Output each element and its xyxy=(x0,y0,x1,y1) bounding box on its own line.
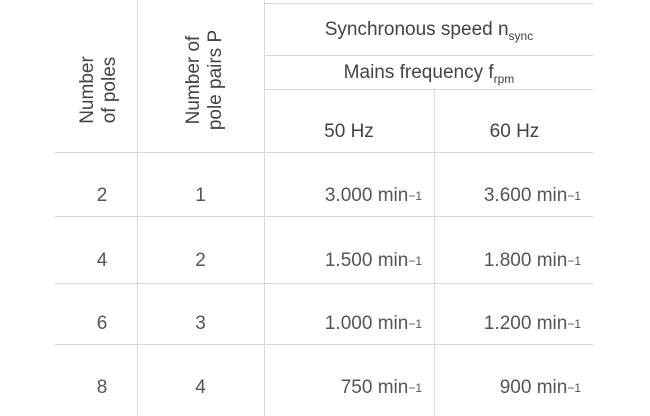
pole-pairs-cell: 2 xyxy=(137,241,264,281)
pole-pairs-value: 3 xyxy=(195,313,206,334)
top-border xyxy=(264,3,593,4)
speed-50hz-cell-value: 3.000 xyxy=(324,185,373,206)
header-pole-pairs-line1: Number of xyxy=(183,35,204,125)
col-divider-2 xyxy=(264,0,265,416)
unit-label: min xyxy=(377,377,409,398)
mains-freq-label: Mains frequency f xyxy=(343,61,494,83)
speed-60hz-cell: 900 min −1 xyxy=(499,377,581,398)
speed-50hz-cell: 1.000 min −1 xyxy=(324,313,422,334)
unit-label: min xyxy=(536,313,568,334)
pole-pairs-value: 2 xyxy=(195,250,206,271)
header-synchronous-speed: Synchronous speed nsync xyxy=(264,4,594,55)
speed-60hz-cell: 1.200 min −1 xyxy=(483,313,581,334)
header-60hz: 60 Hz xyxy=(489,121,540,142)
poles-cell: 8 xyxy=(55,368,149,408)
unit-label: min xyxy=(536,250,568,271)
pole-pairs-value: 4 xyxy=(195,377,206,398)
header-50hz: 50 Hz xyxy=(324,121,374,142)
pole-pairs-cell: 1 xyxy=(137,176,264,216)
speed-60hz-cell-value: 1.200 xyxy=(483,313,532,334)
col-divider-1 xyxy=(137,0,138,416)
unit-label: min xyxy=(377,250,409,271)
speed-50hz-cell-value: 1.000 xyxy=(324,313,373,334)
poles-value: 2 xyxy=(96,185,108,206)
poles-cell: 4 xyxy=(55,241,149,281)
unit-label: min xyxy=(377,313,409,334)
unit-label: min xyxy=(536,185,568,206)
mains-freq-subscript: rpm xyxy=(493,71,515,86)
pole-pairs-cell: 3 xyxy=(137,304,264,344)
speed-50hz-cell: 3.000 min −1 xyxy=(324,185,422,206)
header-pole-pairs-line2: pole pairs P xyxy=(205,29,226,131)
col-divider-3 xyxy=(434,90,435,416)
poles-value: 8 xyxy=(96,377,108,398)
speed-60hz-cell-value: 3.600 xyxy=(483,185,532,206)
speed-60hz-cell-value: 1.800 xyxy=(483,250,532,271)
speed-60hz-cell: 3.600 min −1 xyxy=(483,185,581,206)
speed-50hz-cell: 1.500 min −1 xyxy=(324,250,422,271)
pole-pairs-value: 1 xyxy=(195,185,206,206)
sync-speed-subscript: sync xyxy=(508,28,534,43)
mains-freq-divider xyxy=(264,89,593,90)
speed-50hz-cell: 750 min −1 xyxy=(340,377,422,398)
speed-50hz-cell-value: 750 xyxy=(340,377,373,398)
header-number-of-poles-line1: Number xyxy=(77,56,98,124)
header-number-of-poles-line2: of poles xyxy=(99,56,120,124)
header-pole-pairs: Number of pole pairs P xyxy=(183,0,231,165)
poles-cell: 2 xyxy=(55,176,149,216)
speed-60hz-cell-value: 900 xyxy=(499,377,532,398)
row-divider-3 xyxy=(55,344,593,345)
speed-50hz-cell-value: 1.500 xyxy=(324,250,373,271)
header-mains-frequency: Mains frequency frpm xyxy=(264,56,594,89)
sync-speed-divider xyxy=(264,55,593,56)
poles-cell: 6 xyxy=(55,304,149,344)
speed-60hz-cell: 1.800 min −1 xyxy=(483,250,581,271)
unit-label: min xyxy=(377,185,409,206)
unit-label: min xyxy=(536,377,568,398)
header-number-of-poles: Number of poles xyxy=(77,20,125,160)
sync-speed-label: Synchronous speed n xyxy=(324,18,509,40)
pole-pairs-cell: 4 xyxy=(137,368,264,408)
poles-value: 6 xyxy=(96,313,108,334)
poles-value: 4 xyxy=(96,250,108,271)
row-divider-1 xyxy=(55,216,593,217)
header-bottom-divider xyxy=(55,152,593,153)
row-divider-2 xyxy=(55,283,593,284)
